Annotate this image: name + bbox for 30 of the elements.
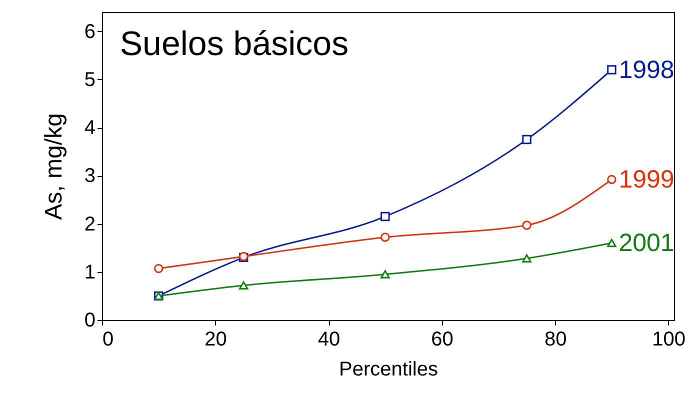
x-tick-label: 40 xyxy=(318,328,340,350)
y-tick-label: 5 xyxy=(84,68,96,91)
y-tick-label: 6 xyxy=(84,20,96,43)
point xyxy=(522,220,532,230)
point xyxy=(380,232,390,242)
point xyxy=(238,281,248,290)
x-tick-label: 100 xyxy=(652,328,686,350)
point xyxy=(154,264,164,274)
point xyxy=(522,134,532,144)
x-tick-label: 60 xyxy=(431,328,454,350)
point xyxy=(380,212,390,222)
point xyxy=(607,65,616,74)
point xyxy=(380,270,390,278)
y-tick-label: 0 xyxy=(84,310,96,332)
y-tick-label: 2 xyxy=(84,213,96,236)
x-tick-label: 80 xyxy=(544,328,567,350)
series-label: 2001 xyxy=(618,229,674,257)
chart-title: Suelos básicos xyxy=(120,25,349,63)
point xyxy=(522,254,532,263)
point xyxy=(607,174,616,184)
series-label: 1998 xyxy=(618,56,674,84)
x-tick-label: 0 xyxy=(102,328,114,350)
x-axis-title: Percentiles xyxy=(339,358,438,380)
point xyxy=(607,238,616,248)
y-axis-title: As, mg/kg xyxy=(40,113,68,220)
y-tick-label: 4 xyxy=(84,117,96,139)
x-tick-label: 20 xyxy=(204,328,227,350)
y-tick-label: 1 xyxy=(84,261,96,284)
y-tick-label: 3 xyxy=(84,165,96,188)
series-label: 1999 xyxy=(618,165,674,194)
